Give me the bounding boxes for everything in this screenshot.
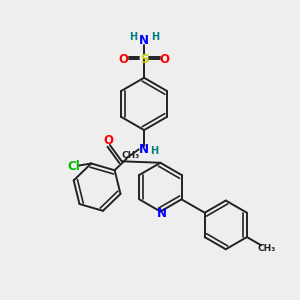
Text: CH₃: CH₃	[121, 151, 140, 160]
Text: N: N	[157, 206, 167, 220]
Text: N: N	[139, 143, 149, 156]
Text: S: S	[140, 53, 148, 66]
Text: O: O	[118, 53, 128, 66]
Text: N: N	[139, 34, 149, 47]
Text: H: H	[151, 32, 159, 42]
Text: H: H	[129, 32, 137, 42]
Text: CH₃: CH₃	[257, 244, 275, 253]
Text: O: O	[103, 134, 113, 147]
Text: Cl: Cl	[67, 160, 80, 173]
Text: O: O	[160, 53, 170, 66]
Text: H: H	[150, 146, 158, 156]
